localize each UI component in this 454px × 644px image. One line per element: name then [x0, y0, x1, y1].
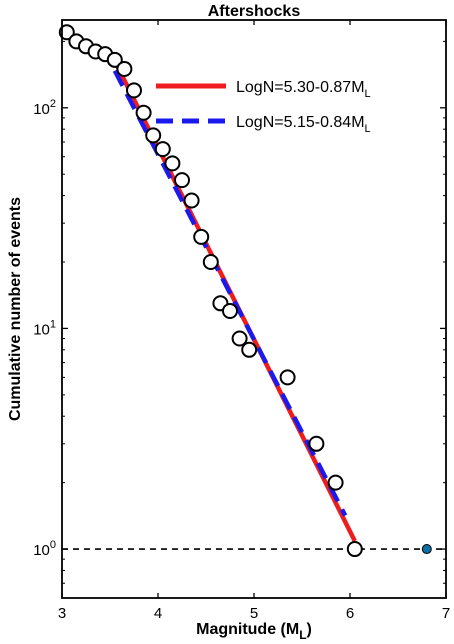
- y-tick-label: 101: [33, 318, 56, 338]
- legend: LogN=5.30-0.87ML LogN=5.15-0.84ML: [156, 79, 371, 135]
- y-axis-title: Cumulative number of events: [7, 197, 24, 421]
- x-tick-label: 5: [250, 605, 258, 622]
- data-point: [183, 192, 200, 209]
- legend-label-0-subscript: L: [365, 88, 371, 100]
- x-axis-title-tail: ): [307, 621, 312, 638]
- y-tick-label: 102: [33, 98, 56, 118]
- data-point: [126, 82, 142, 99]
- axis-ticks-layer: 3 4 5 6 7 100 101 102: [33, 20, 450, 622]
- legend-label-0: LogN=5.30-0.87ML: [236, 79, 371, 100]
- data-point: [154, 141, 171, 158]
- data-point: [222, 302, 238, 319]
- x-axis-title-subscript: L: [299, 628, 306, 642]
- plot-frame: [61, 19, 447, 599]
- data-point: [116, 60, 133, 77]
- x-tick-label: 7: [442, 605, 450, 622]
- data-point: [193, 228, 210, 245]
- plot-background: [62, 20, 446, 598]
- legend-label-1: LogN=5.15-0.84ML: [236, 114, 371, 135]
- data-point: [308, 435, 325, 452]
- x-tick-label: 6: [346, 605, 354, 622]
- data-point: [164, 155, 181, 172]
- data-point: [135, 104, 152, 121]
- x-axis-title: Magnitude (ML): [196, 621, 312, 642]
- data-point: [279, 369, 296, 386]
- data-point: [202, 254, 219, 271]
- y-tick-label: 100: [33, 539, 56, 559]
- data-point: [231, 330, 248, 347]
- data-point: [174, 172, 190, 189]
- chart-title: Aftershocks: [208, 3, 301, 20]
- x-tick-label: 3: [58, 605, 66, 622]
- data-point: [327, 474, 344, 491]
- x-tick-label: 4: [154, 605, 162, 622]
- data-point: [106, 51, 123, 68]
- data-point: [241, 341, 258, 358]
- data-point: [145, 127, 162, 144]
- fit-line-1: [112, 69, 348, 517]
- mainshock-point: [421, 544, 432, 555]
- data-point: [58, 24, 75, 41]
- data-points-layer: [58, 24, 432, 558]
- legend-label-1-subscript: L: [365, 123, 371, 135]
- data-point: [346, 541, 363, 558]
